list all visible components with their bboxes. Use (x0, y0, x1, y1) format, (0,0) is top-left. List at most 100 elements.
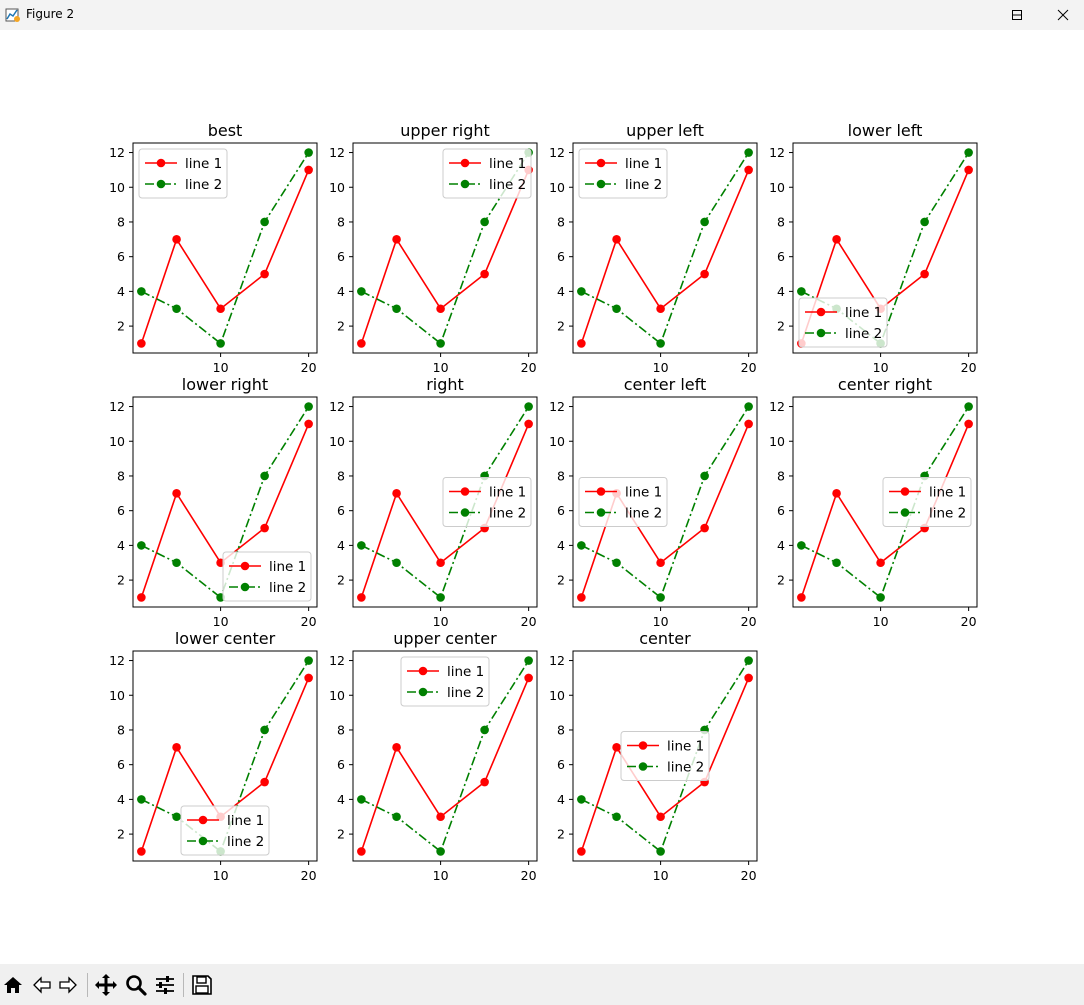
maximize-icon (1012, 10, 1022, 20)
legend-label: line 2 (625, 506, 662, 522)
subplot-title: center (639, 629, 691, 648)
data-point (172, 304, 181, 314)
maximize-button[interactable] (994, 0, 1040, 30)
y-tick-label: 12 (769, 399, 785, 414)
data-point (744, 402, 753, 411)
y-tick-label: 12 (109, 653, 125, 668)
data-point (436, 339, 445, 348)
y-tick-label: 8 (337, 722, 345, 737)
x-tick-label: 20 (301, 868, 317, 883)
data-point (172, 743, 181, 752)
y-tick-label: 12 (549, 145, 565, 160)
back-button[interactable] (29, 972, 55, 998)
x-tick-label: 20 (961, 614, 977, 629)
back-arrow-icon (33, 976, 51, 994)
figure-canvas[interactable]: best 2 4 6 8 10 12 10 20 line 1 line 2 upper right 2… (0, 30, 1084, 964)
x-tick-label: 20 (741, 360, 757, 375)
series-line (361, 152, 530, 345)
data-point (524, 402, 533, 411)
data-point (612, 235, 621, 244)
navigation-toolbar (0, 964, 1084, 1005)
y-tick-label: 2 (777, 573, 785, 588)
legend-label: line 1 (447, 664, 484, 680)
zoom-button[interactable] (123, 972, 149, 998)
y-tick-label: 6 (117, 249, 125, 264)
data-point (137, 593, 146, 602)
data-point (357, 593, 366, 602)
subplot-title: lower right (182, 375, 268, 394)
data-point (876, 593, 885, 602)
data-point (656, 558, 665, 568)
data-point (172, 489, 181, 498)
y-tick-label: 2 (117, 573, 125, 588)
x-tick-label: 10 (433, 868, 449, 883)
data-point (436, 847, 445, 856)
legend-label: line 1 (625, 485, 662, 501)
data-point (137, 847, 146, 856)
data-point (577, 847, 586, 856)
data-point (744, 165, 753, 175)
save-button[interactable] (189, 972, 215, 998)
data-point (392, 489, 401, 498)
legend-marker (816, 328, 826, 338)
legend-label: line 2 (269, 580, 306, 596)
x-tick-label: 10 (213, 360, 229, 375)
data-point (656, 339, 665, 348)
legend-marker (156, 179, 166, 189)
data-point (216, 339, 225, 348)
configure-subplots-button[interactable] (152, 972, 178, 998)
y-tick-label: 2 (557, 573, 565, 588)
legend-marker (418, 666, 428, 676)
legend-marker (816, 307, 826, 317)
y-tick-label: 12 (329, 653, 345, 668)
pan-button[interactable] (93, 972, 119, 998)
y-tick-label: 6 (557, 503, 565, 518)
data-point (392, 235, 401, 244)
home-button[interactable] (0, 972, 26, 998)
series-line (801, 152, 970, 345)
forward-button[interactable] (55, 972, 81, 998)
data-point (392, 558, 401, 568)
series-line (361, 660, 530, 853)
y-tick-label: 12 (329, 399, 345, 414)
subplot-title: upper center (393, 629, 497, 648)
y-tick-label: 4 (557, 792, 565, 807)
y-tick-label: 6 (557, 249, 565, 264)
data-point (612, 558, 621, 568)
save-disk-icon (192, 975, 212, 995)
x-tick-label: 20 (521, 360, 537, 375)
x-tick-label: 20 (961, 360, 977, 375)
close-button[interactable] (1040, 0, 1084, 30)
y-tick-label: 8 (337, 468, 345, 483)
data-point (744, 656, 753, 665)
data-point (304, 419, 313, 429)
series-line (801, 406, 970, 599)
minimize-button[interactable] (994, 0, 1040, 30)
y-tick-label: 12 (549, 399, 565, 414)
legend-marker (460, 179, 470, 189)
y-tick-label: 2 (557, 319, 565, 334)
legend-label: line 2 (227, 834, 264, 850)
series-line (581, 660, 750, 853)
y-tick-label: 4 (777, 538, 785, 553)
y-tick-label: 12 (329, 145, 345, 160)
data-point (357, 541, 366, 550)
legend-label: line 1 (489, 156, 526, 172)
data-point (964, 419, 973, 429)
subplot-title: best (208, 121, 243, 140)
y-tick-label: 2 (557, 827, 565, 842)
series-line (361, 406, 530, 599)
y-tick-label: 2 (337, 573, 345, 588)
window-title: Figure 2 (26, 7, 75, 21)
y-tick-label: 10 (549, 180, 565, 195)
y-tick-label: 4 (337, 284, 345, 299)
legend-label: line 2 (625, 177, 662, 193)
data-point (392, 743, 401, 752)
data-point (137, 287, 146, 296)
x-tick-label: 20 (521, 614, 537, 629)
y-tick-label: 12 (109, 399, 125, 414)
data-point (260, 725, 269, 735)
data-point (964, 148, 973, 157)
data-point (480, 269, 489, 279)
configure-subplots-icon (156, 976, 174, 994)
